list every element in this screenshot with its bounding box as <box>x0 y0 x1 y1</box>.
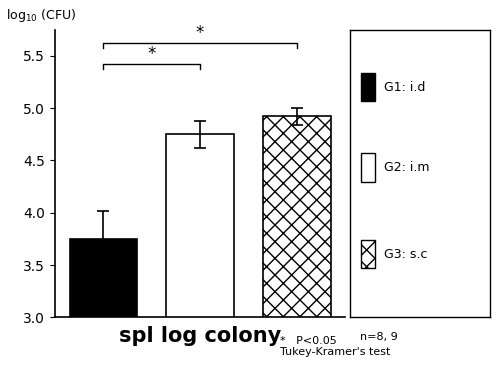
Bar <box>361 153 375 182</box>
Text: *   P<0.05
Tukey-Kramer's test: * P<0.05 Tukey-Kramer's test <box>280 336 390 358</box>
Text: *: * <box>148 45 156 63</box>
Text: n=8, 9: n=8, 9 <box>360 332 398 342</box>
Bar <box>166 134 234 317</box>
Text: G2: i.m: G2: i.m <box>384 161 429 174</box>
Text: G1: i.d: G1: i.d <box>384 80 425 94</box>
Text: *: * <box>196 24 204 42</box>
Bar <box>361 239 375 268</box>
Bar <box>70 239 137 317</box>
Text: G3: s.c: G3: s.c <box>384 248 427 261</box>
X-axis label: spl log colony: spl log colony <box>119 326 281 346</box>
Bar <box>263 116 330 317</box>
Bar <box>361 73 375 101</box>
Text: log$_{10}$ (CFU): log$_{10}$ (CFU) <box>6 7 76 24</box>
